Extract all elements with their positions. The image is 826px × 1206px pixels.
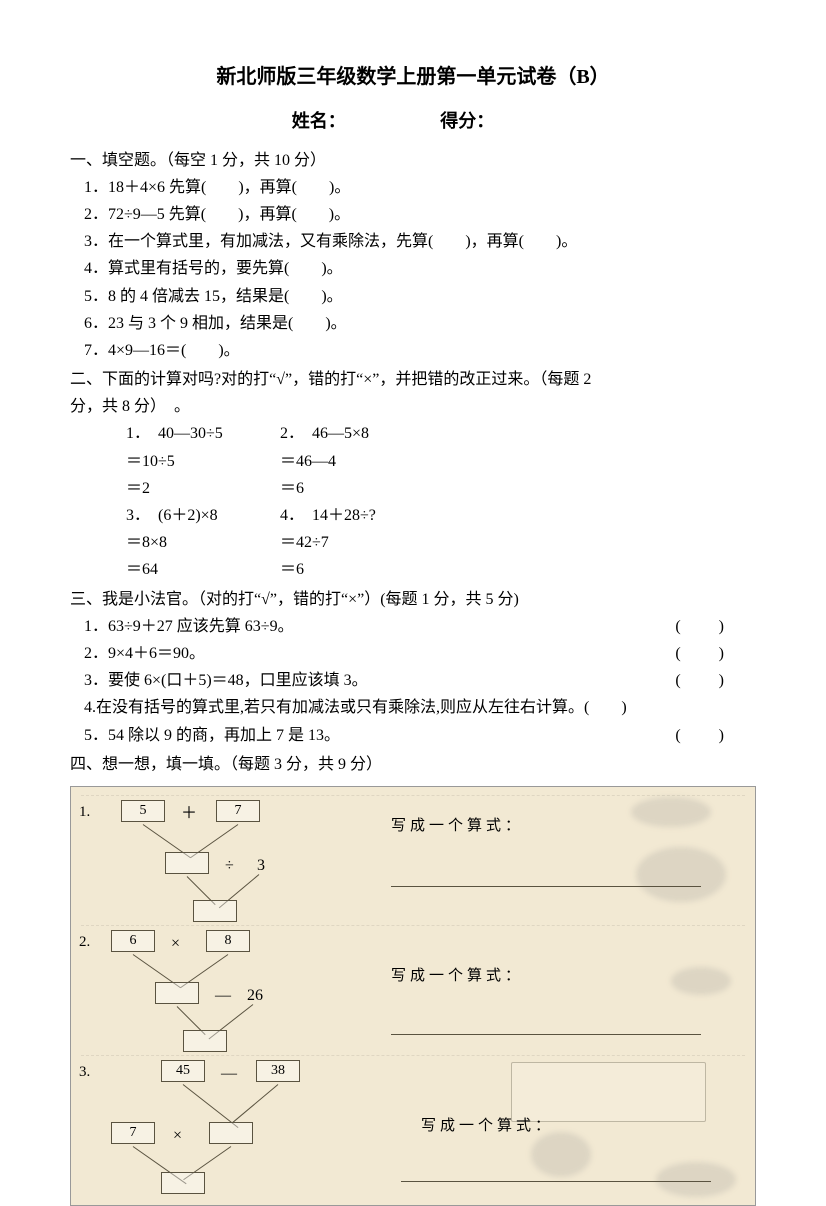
s3-q2-text: 2．9×4＋6＝90。 xyxy=(84,645,205,662)
s2-row6: ＝64 ＝6 xyxy=(70,556,756,583)
s2-r2c2: ＝46—4 xyxy=(280,448,336,475)
dia2-result-box xyxy=(183,1030,227,1052)
s1-q4: 4．算式里有括号的，要先算( )。 xyxy=(70,255,756,282)
s2-row5: ＝8×8 ＝42÷7 xyxy=(70,529,756,556)
name-score-row: 姓名： 得分： xyxy=(70,106,756,137)
s2-r4c1: 3． (6＋2)×8 xyxy=(70,502,280,529)
s2-r1c2: 2． 46—5×8 xyxy=(280,420,369,447)
section-2: 二、下面的计算对吗?对的打“√”，错的打“×”，并把错的改正过来。（每题 2 分… xyxy=(70,366,756,584)
score-label: 得分： xyxy=(440,106,494,137)
s3-q3-text: 3．要使 6×(口＋5)＝48，口里应该填 3。 xyxy=(84,672,368,689)
dia1-result-box xyxy=(193,900,237,922)
s1-q3: 3．在一个算式里，有加减法，又有乘除法，先算( )，再算( )。 xyxy=(70,228,756,255)
section-4-heading: 四、想一想，填一填。（每题 3 分，共 9 分） xyxy=(70,751,756,778)
diagram-row-1: 1. 5 ＋ 7 ÷ 3 写成一个算式： xyxy=(81,795,745,925)
dia3-op1: — xyxy=(221,1060,237,1087)
s2-r3c2: ＝6 xyxy=(280,475,304,502)
section-4: 四、想一想，填一填。（每题 3 分，共 9 分） 1. 5 ＋ 7 ÷ 3 写成… xyxy=(70,751,756,1206)
dia3-box-a: 45 xyxy=(161,1060,205,1082)
dia1-box-a: 5 xyxy=(121,800,165,822)
s2-r6c1: ＝64 xyxy=(70,556,280,583)
dia3-box-b: 38 xyxy=(256,1060,300,1082)
dia2-mid-box xyxy=(155,982,199,1004)
s2-row1: 1． 40—30÷5 2． 46—5×8 xyxy=(70,420,756,447)
dia2-caption: 写成一个算式： xyxy=(391,964,524,990)
dia1-mid-box xyxy=(165,852,209,874)
s3-q1: 1．63÷9＋27 应该先算 63÷9。 ( ) xyxy=(70,613,756,640)
dia3-result-box xyxy=(161,1172,205,1194)
dia3-num: 3. xyxy=(79,1060,90,1086)
s2-r1c1: 1． 40—30÷5 xyxy=(70,420,280,447)
page-title: 新北师版三年级数学上册第一单元试卷（B） xyxy=(70,60,756,94)
dia1-num: 1. xyxy=(79,800,90,826)
s3-q3: 3．要使 6×(口＋5)＝48，口里应该填 3。 ( ) xyxy=(70,667,756,694)
s2-r3c1: ＝2 xyxy=(70,475,280,502)
section-3: 三、我是小法官。（对的打“√”，错的打“×”）(每题 1 分，共 5 分) 1．… xyxy=(70,586,756,749)
s2-r5c2: ＝42÷7 xyxy=(280,529,329,556)
s1-q1: 1．18＋4×6 先算( )，再算( )。 xyxy=(70,174,756,201)
dia1-op1: ＋ xyxy=(181,800,197,827)
s3-q5: 5．54 除以 9 的商，再加上 7 是 13。 ( ) xyxy=(70,722,756,749)
section-2-heading-b: 分，共 8 分） 。 xyxy=(70,393,756,420)
s1-q6: 6．23 与 3 个 9 相加，结果是( )。 xyxy=(70,310,756,337)
diagram-row-3: 3. 45 — 38 7 × 写成一个算式： xyxy=(81,1055,745,1195)
s2-row3: ＝2 ＝6 xyxy=(70,475,756,502)
s3-q5-paren: ( ) xyxy=(675,722,726,749)
s3-q3-paren: ( ) xyxy=(675,667,726,694)
s3-q2: 2．9×4＋6＝90。 ( ) xyxy=(70,640,756,667)
section-2-heading-a: 二、下面的计算对吗?对的打“√”，错的打“×”，并把错的改正过来。（每题 2 xyxy=(70,366,756,393)
s2-row4: 3． (6＋2)×8 4． 14＋28÷? xyxy=(70,502,756,529)
dia2-box-a: 6 xyxy=(111,930,155,952)
s2-row2: ＝10÷5 ＝46—4 xyxy=(70,448,756,475)
s3-q5-text: 5．54 除以 9 的商，再加上 7 是 13。 xyxy=(84,727,340,744)
dia1-box-b: 7 xyxy=(216,800,260,822)
dia2-op1: × xyxy=(171,930,180,957)
dia1-op2: ÷ xyxy=(225,852,234,879)
dia3-answer-line xyxy=(401,1181,711,1182)
dia3-box-d: 7 xyxy=(111,1122,155,1144)
dia2-op2: — xyxy=(215,982,231,1009)
dia3-op2: × xyxy=(173,1122,182,1149)
diagram-area: 1. 5 ＋ 7 ÷ 3 写成一个算式： 2. 6 × 8 — 26 xyxy=(70,786,756,1206)
dia3-caption: 写成一个算式： xyxy=(421,1114,554,1140)
s3-q1-paren: ( ) xyxy=(675,613,726,640)
section-1: 一、填空题。（每空 1 分，共 10 分） 1．18＋4×6 先算( )，再算(… xyxy=(70,147,756,365)
diagram-row-2: 2. 6 × 8 — 26 写成一个算式： xyxy=(81,925,745,1055)
s2-r2c1: ＝10÷5 xyxy=(70,448,280,475)
dia2-answer-line xyxy=(391,1034,701,1035)
section-3-heading: 三、我是小法官。（对的打“√”，错的打“×”）(每题 1 分，共 5 分) xyxy=(70,586,756,613)
dia1-caption: 写成一个算式： xyxy=(391,814,524,840)
s3-q2-paren: ( ) xyxy=(675,640,726,667)
s1-q5: 5．8 的 4 倍减去 15，结果是( )。 xyxy=(70,283,756,310)
section-1-heading: 一、填空题。（每空 1 分，共 10 分） xyxy=(70,147,756,174)
dia2-num: 2. xyxy=(79,930,90,956)
s2-r4c2: 4． 14＋28÷? xyxy=(280,502,376,529)
s3-q4: 4.在没有括号的算式里,若只有加减法或只有乘除法,则应从左往右计算。( ) xyxy=(70,694,756,721)
s1-q7: 7．4×9—16＝( )。 xyxy=(70,337,756,364)
s2-r6c2: ＝6 xyxy=(280,556,304,583)
s3-q1-text: 1．63÷9＋27 应该先算 63÷9。 xyxy=(84,618,294,635)
s2-r5c1: ＝8×8 xyxy=(70,529,280,556)
name-label: 姓名： xyxy=(292,106,346,137)
dia2-box-b: 8 xyxy=(206,930,250,952)
dia3-mid-box xyxy=(209,1122,253,1144)
dia1-answer-line xyxy=(391,886,701,887)
s1-q2: 2．72÷9—5 先算( )，再算( )。 xyxy=(70,201,756,228)
dia3-line-r xyxy=(232,1084,279,1123)
